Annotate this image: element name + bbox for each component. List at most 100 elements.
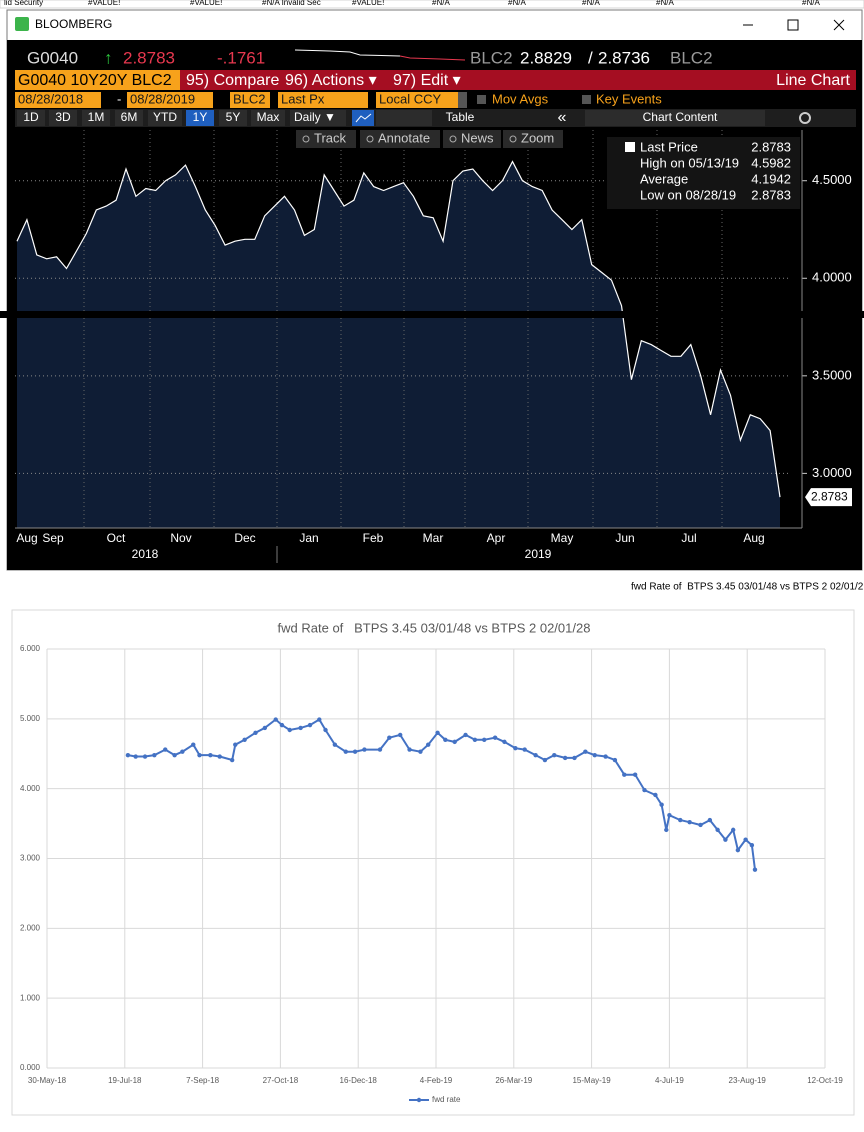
data-point: [125, 752, 131, 758]
input-box[interactable]: [376, 92, 458, 108]
tool-label[interactable]: News: [461, 130, 494, 145]
data-point: [482, 737, 487, 742]
chart-type-icon: [355, 113, 372, 123]
data-point: [707, 817, 713, 823]
period-button[interactable]: [148, 110, 182, 126]
period-label[interactable]: Max: [257, 110, 280, 124]
data-point: [583, 749, 588, 754]
x-tick-label: Dec: [234, 531, 255, 545]
input-box[interactable]: [127, 92, 213, 108]
input-box[interactable]: [278, 92, 368, 108]
period-button[interactable]: [251, 110, 285, 126]
settings-gear[interactable]: [799, 112, 811, 124]
period-label[interactable]: 6M: [121, 110, 138, 124]
tool-button[interactable]: [443, 130, 501, 148]
legend-swatch: [625, 142, 635, 152]
legend-label: fwd rate: [432, 1095, 461, 1104]
period-button[interactable]: [82, 110, 110, 126]
period-label[interactable]: 1Y: [193, 110, 208, 124]
input-box[interactable]: [230, 92, 270, 108]
change-arrow: ↑: [104, 48, 113, 67]
period-button[interactable]: [219, 110, 247, 126]
data-point: [562, 755, 568, 761]
app-icon: [15, 17, 29, 31]
legend-marker: [416, 1097, 422, 1103]
menu-item[interactable]: 96) Actions ▾: [285, 72, 377, 89]
last-price: 2.8783: [123, 48, 175, 67]
x-tick-label: Sep: [42, 531, 64, 545]
data-point: [242, 737, 247, 742]
sheet-cell: #VALUE!: [190, 0, 222, 7]
period-button[interactable]: [17, 110, 45, 126]
x-tick-label: Jun: [615, 531, 634, 545]
price-line: [16, 160, 781, 498]
frequency-button[interactable]: [290, 110, 346, 126]
x-tick-label: 16-Dec-18: [340, 1076, 378, 1085]
data-point: [191, 742, 196, 747]
data-point: [572, 755, 577, 761]
data-point: [323, 727, 328, 733]
period-label[interactable]: 3D: [55, 110, 71, 124]
checkbox[interactable]: [582, 95, 591, 104]
tool-button[interactable]: [376, 110, 432, 126]
period-label[interactable]: YTD: [153, 110, 177, 124]
tool-button[interactable]: [296, 130, 356, 148]
frequency[interactable]: Daily ▼: [294, 110, 336, 124]
tool-label[interactable]: Zoom: [521, 130, 554, 145]
price-source: BLC2: [470, 48, 513, 67]
tool-icon: [366, 135, 374, 143]
dropdown[interactable]: [458, 92, 467, 108]
data-point: [612, 757, 618, 763]
period-button[interactable]: [186, 110, 214, 126]
data-point: [142, 754, 148, 759]
chart-content-button[interactable]: [585, 110, 765, 126]
data-point: [152, 752, 157, 758]
data-point: [426, 742, 431, 747]
period-button[interactable]: [49, 110, 77, 126]
data-point: [533, 752, 538, 758]
data-point: [208, 752, 213, 758]
period-label[interactable]: 1M: [88, 110, 105, 124]
tool-label[interactable]: Track: [314, 130, 347, 145]
legend: [607, 137, 800, 209]
data-point: [463, 732, 468, 738]
separator: /: [588, 48, 593, 67]
last-value-box: [805, 488, 852, 507]
input-text: Last Px: [281, 91, 325, 106]
data-point: [435, 730, 440, 735]
data-point: [452, 739, 457, 745]
data-point: [418, 749, 423, 754]
data-point: [664, 827, 669, 833]
x-tick-label: Jan: [299, 531, 318, 545]
date-dash: -: [117, 91, 121, 106]
menu-item[interactable]: 95) Compare: [186, 72, 279, 89]
period-label[interactable]: 5Y: [226, 110, 241, 124]
tool-label[interactable]: Annotate: [378, 130, 430, 145]
data-point: [492, 735, 498, 740]
tool-icon: [509, 135, 517, 143]
data-point: [163, 747, 168, 752]
input-text: 08/28/2018: [18, 91, 83, 106]
close-button[interactable]: [833, 19, 845, 31]
data-point: [253, 730, 258, 735]
data-point: [298, 725, 303, 731]
table-button[interactable]: Table: [446, 110, 475, 124]
maximize-button[interactable]: [787, 19, 799, 31]
security-box[interactable]: [15, 70, 180, 90]
chart-content[interactable]: Chart Content: [643, 110, 718, 124]
ask: 2.8736: [598, 48, 650, 67]
net-change: -.1761: [217, 48, 265, 67]
collapse-button[interactable]: «: [558, 109, 567, 126]
checkbox[interactable]: [477, 95, 486, 104]
period-button[interactable]: [115, 110, 143, 126]
data-point: [678, 817, 683, 823]
input-box[interactable]: [15, 92, 101, 108]
menu-item[interactable]: 97) Edit ▾: [393, 72, 461, 89]
sheet-cell: #VALUE!: [88, 0, 120, 7]
period-label[interactable]: 1D: [23, 110, 39, 124]
cell-label: fwd Rate of BTPS 3.45 03/01/48 vs BTPS 2…: [631, 582, 864, 593]
tool-button[interactable]: [360, 130, 440, 148]
tool-button[interactable]: [503, 130, 563, 148]
x-tick-label: Aug: [16, 531, 37, 545]
tool-icon: [302, 135, 310, 143]
